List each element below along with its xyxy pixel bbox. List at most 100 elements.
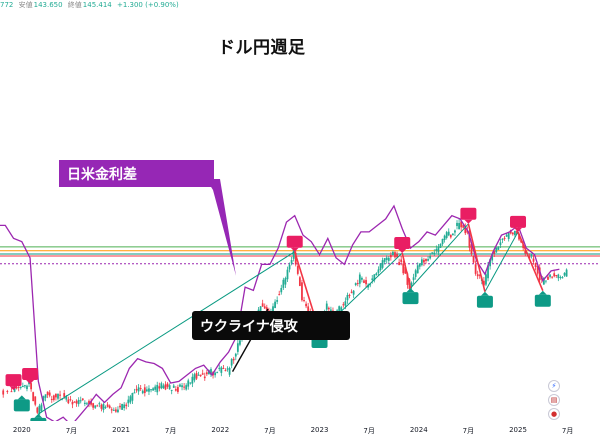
candle-body: [114, 409, 117, 412]
x-tick-label: 2020: [12, 426, 31, 434]
candle-body: [183, 386, 186, 388]
candle-body: [65, 396, 68, 400]
candle-body: [274, 301, 276, 308]
candle-body: [119, 405, 121, 408]
candle-body: [485, 274, 487, 285]
candle-body: [389, 255, 392, 258]
candle-body: [449, 234, 452, 238]
down-leg-line: [517, 231, 544, 292]
candle-body: [482, 280, 485, 286]
peak-marker: [22, 368, 39, 380]
us-flag-icon[interactable]: ▤: [548, 394, 560, 406]
candle-body: [226, 368, 229, 370]
candle-body: [511, 232, 514, 235]
candle-body: [292, 249, 295, 259]
candle-body: [77, 399, 80, 405]
candle-body: [69, 399, 72, 401]
candle-body: [154, 386, 157, 390]
peak-marker-tip: [464, 219, 473, 224]
candle-body: [361, 277, 363, 280]
candle-body: [451, 233, 454, 236]
candle-body: [412, 277, 415, 281]
low-value: 143.650: [33, 1, 63, 9]
peak-marker-tip: [26, 380, 35, 384]
candle-body: [369, 284, 372, 286]
candle-body: [86, 403, 88, 405]
candle-body: [6, 391, 9, 393]
peak-marker-tip: [9, 386, 18, 391]
trough-marker-tip: [480, 291, 489, 296]
peak-marker-tip: [290, 247, 299, 252]
x-tick-label: 2023: [310, 426, 329, 434]
candle-body: [24, 385, 26, 387]
candle-body: [19, 386, 22, 388]
trend-line: [410, 223, 469, 289]
candle-body: [224, 370, 227, 372]
candle-body: [210, 369, 212, 375]
candle-body: [559, 276, 562, 278]
peak-marker: [460, 207, 477, 220]
candle-body: [52, 395, 55, 400]
candle-body: [542, 277, 545, 285]
candle-body: [534, 263, 537, 267]
candle-body: [135, 389, 138, 391]
candle-body: [410, 282, 413, 286]
candle-body: [472, 255, 475, 263]
candle-body: [385, 257, 388, 260]
candle-body: [350, 291, 353, 293]
candle-body: [83, 402, 86, 404]
x-tick-label: 2025: [509, 426, 527, 434]
candle-body: [42, 396, 45, 401]
candle-body: [203, 376, 206, 379]
candle-body: [383, 258, 386, 262]
candle-body: [563, 272, 566, 276]
candle-body: [98, 403, 101, 405]
candle-body: [538, 267, 541, 281]
candle-body: [532, 258, 535, 262]
candle-body: [561, 277, 564, 279]
candle-body: [236, 343, 239, 352]
candle-body: [433, 252, 436, 254]
price-chart[interactable]: [0, 0, 600, 421]
invasion-callout: ウクライナ侵攻: [192, 311, 350, 340]
candle-body: [131, 392, 134, 401]
candle-body: [460, 221, 463, 228]
candle-body: [290, 260, 293, 264]
candle-body: [288, 264, 291, 270]
candle-body: [499, 242, 502, 246]
x-tick-label: 2022: [211, 426, 230, 434]
candle-body: [286, 269, 289, 280]
candle-body: [404, 266, 407, 274]
candle-body: [497, 246, 500, 250]
candle-body: [431, 252, 434, 254]
candle-body: [565, 269, 568, 277]
trough-marker-tip: [34, 413, 43, 418]
jp-flag-icon[interactable]: ●: [548, 408, 560, 420]
candle-body: [416, 265, 419, 274]
candle-body: [348, 294, 351, 296]
candle-body: [26, 385, 28, 390]
candle-body: [59, 394, 61, 396]
candle-body: [557, 274, 560, 279]
candle-body: [549, 274, 551, 277]
candle-body: [518, 233, 520, 240]
x-axis: 2020 7月 2021 7月 2022 7月 2023 7月 2024 7月 2025 7月: [0, 421, 600, 442]
candle-body: [420, 259, 423, 266]
candle-body: [177, 387, 179, 392]
peak-marker: [5, 374, 22, 387]
candle-body: [261, 303, 264, 307]
candle-body: [88, 400, 90, 405]
lightning-icon[interactable]: ⚡: [548, 380, 560, 392]
candle-body: [474, 264, 477, 274]
candle-body: [164, 384, 167, 390]
peak-marker-tip: [398, 249, 407, 254]
candle-body: [228, 367, 231, 375]
candle-body: [21, 385, 24, 388]
candle-body: [110, 409, 113, 411]
x-tick-label: 7月: [363, 427, 375, 435]
candle-body: [160, 383, 163, 389]
rate-diff-callout: 日米金利差: [59, 160, 214, 187]
candle-body: [462, 224, 465, 228]
candle-body: [34, 396, 37, 405]
candle-body: [162, 385, 165, 389]
